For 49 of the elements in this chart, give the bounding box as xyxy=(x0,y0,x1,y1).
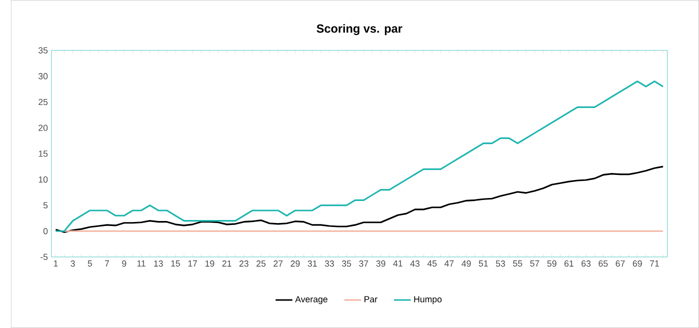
x-tick-label: 19 xyxy=(205,260,214,267)
y-tick-label: 20 xyxy=(38,124,48,131)
x-tick-label: 17 xyxy=(188,260,198,266)
x-tick-label: 21 xyxy=(222,260,232,267)
x-tick-label: 25 xyxy=(256,260,266,267)
x-tick-label: 49 xyxy=(462,260,471,267)
y-tick-label: 15 xyxy=(38,150,48,157)
x-tick-label: 7 xyxy=(105,260,110,266)
x-tick-label: 41 xyxy=(393,260,402,266)
x-tick-label: 57 xyxy=(530,260,540,267)
y-tick-label: 25 xyxy=(38,98,48,106)
x-tick-label: 47 xyxy=(444,260,454,266)
y-tick-label: 10 xyxy=(38,176,48,183)
x-tick-label: 63 xyxy=(582,260,591,267)
x-tick-label: 1 xyxy=(54,260,58,266)
y-tick-label: -5 xyxy=(40,254,48,260)
x-tick-label: 29 xyxy=(290,260,300,267)
x-tick-label: 11 xyxy=(137,260,146,266)
x-tick-label: 69 xyxy=(632,260,642,267)
x-tick-label: 33 xyxy=(324,260,334,267)
x-tick-label: 23 xyxy=(239,260,248,267)
x-tick-label: 59 xyxy=(547,260,556,267)
x-tick-label: 55 xyxy=(513,260,522,267)
x-tick-label: 51 xyxy=(478,260,488,267)
x-tick-label: 67 xyxy=(616,260,625,267)
x-tick-label: 5 xyxy=(88,260,92,267)
y-tick-label: 30 xyxy=(38,73,48,80)
legend-label: Humpo xyxy=(414,296,442,304)
y-tick-label: 35 xyxy=(38,47,48,54)
legend-label: Average xyxy=(295,296,328,304)
y-tick-label: 5 xyxy=(43,202,48,208)
y-tick-label: 0 xyxy=(43,228,48,234)
x-tick-label: 53 xyxy=(496,260,506,267)
x-tick-label: 61 xyxy=(564,260,574,267)
x-tick-label: 65 xyxy=(598,260,608,267)
x-tick-label: 9 xyxy=(122,260,126,267)
x-tick-label: 39 xyxy=(376,260,386,267)
chart-title: Scoring vs. par xyxy=(316,24,402,36)
x-tick-label: 37 xyxy=(359,260,368,267)
x-tick-label: 43 xyxy=(410,260,420,267)
x-tick-label: 3 xyxy=(70,260,75,267)
x-tick-label: 71 xyxy=(650,260,659,266)
x-tick-label: 15 xyxy=(171,260,180,267)
x-tick-label: 27 xyxy=(274,260,283,267)
x-tick-label: 35 xyxy=(342,260,352,267)
x-tick-label: 13 xyxy=(154,260,163,267)
x-tick-label: 31 xyxy=(308,260,317,267)
legend-label: Par xyxy=(364,296,378,302)
x-tick-label: 45 xyxy=(427,260,437,267)
